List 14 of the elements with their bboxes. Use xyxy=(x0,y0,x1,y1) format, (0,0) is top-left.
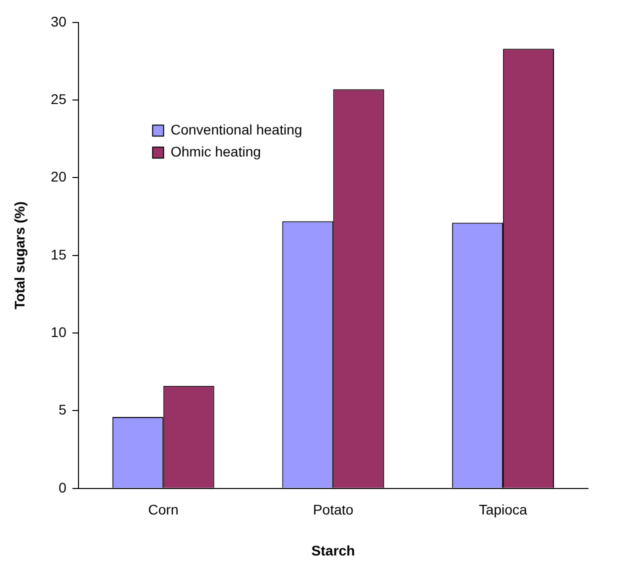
x-tick-label: Potato xyxy=(312,502,354,518)
x-tick-label: Corn xyxy=(148,502,178,518)
y-tick-label: 30 xyxy=(50,13,67,30)
legend-label: Ohmic heating xyxy=(170,143,261,160)
y-tick-label: 25 xyxy=(50,90,67,107)
y-tick-label: 5 xyxy=(58,402,67,418)
y-tick-label: 20 xyxy=(50,168,67,185)
x-axis-title: Starch xyxy=(311,542,355,558)
y-tick-label: 10 xyxy=(50,324,67,340)
legend-label: Conventional heating xyxy=(170,121,302,138)
x-tick-label: Tapioca xyxy=(478,502,528,518)
y-axis-title: Total sugars (%) xyxy=(11,201,28,310)
y-tick-label: 15 xyxy=(50,246,67,262)
y-tick-label: 0 xyxy=(58,479,67,496)
